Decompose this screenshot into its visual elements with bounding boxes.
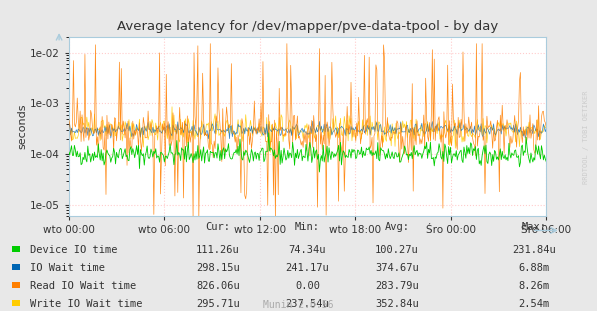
Text: 826.06u: 826.06u bbox=[196, 281, 240, 291]
Text: RRDTOOL / TOBI OETIKER: RRDTOOL / TOBI OETIKER bbox=[583, 90, 589, 183]
Text: Write IO Wait time: Write IO Wait time bbox=[30, 299, 142, 309]
Text: 352.84u: 352.84u bbox=[375, 299, 419, 309]
Text: Read IO Wait time: Read IO Wait time bbox=[30, 281, 136, 291]
Text: Min:: Min: bbox=[295, 222, 320, 232]
Text: Cur:: Cur: bbox=[205, 222, 230, 232]
Text: 241.17u: 241.17u bbox=[285, 263, 330, 273]
Text: 2.54m: 2.54m bbox=[519, 299, 550, 309]
Text: 6.88m: 6.88m bbox=[519, 263, 550, 273]
Text: 111.26u: 111.26u bbox=[196, 245, 240, 255]
Text: 237.54u: 237.54u bbox=[285, 299, 330, 309]
Y-axis label: seconds: seconds bbox=[17, 104, 27, 150]
Text: 231.84u: 231.84u bbox=[512, 245, 556, 255]
Text: IO Wait time: IO Wait time bbox=[30, 263, 105, 273]
Text: Device IO time: Device IO time bbox=[30, 245, 118, 255]
Text: Max:: Max: bbox=[522, 222, 547, 232]
Text: 8.26m: 8.26m bbox=[519, 281, 550, 291]
Text: 295.71u: 295.71u bbox=[196, 299, 240, 309]
Text: 283.79u: 283.79u bbox=[375, 281, 419, 291]
Text: Munin 2.0.56: Munin 2.0.56 bbox=[263, 300, 334, 310]
Text: Avg:: Avg: bbox=[384, 222, 410, 232]
Title: Average latency for /dev/mapper/pve-data-tpool - by day: Average latency for /dev/mapper/pve-data… bbox=[117, 21, 498, 33]
Text: 298.15u: 298.15u bbox=[196, 263, 240, 273]
Text: 74.34u: 74.34u bbox=[289, 245, 326, 255]
Text: 374.67u: 374.67u bbox=[375, 263, 419, 273]
Text: 0.00: 0.00 bbox=[295, 281, 320, 291]
Text: 100.27u: 100.27u bbox=[375, 245, 419, 255]
